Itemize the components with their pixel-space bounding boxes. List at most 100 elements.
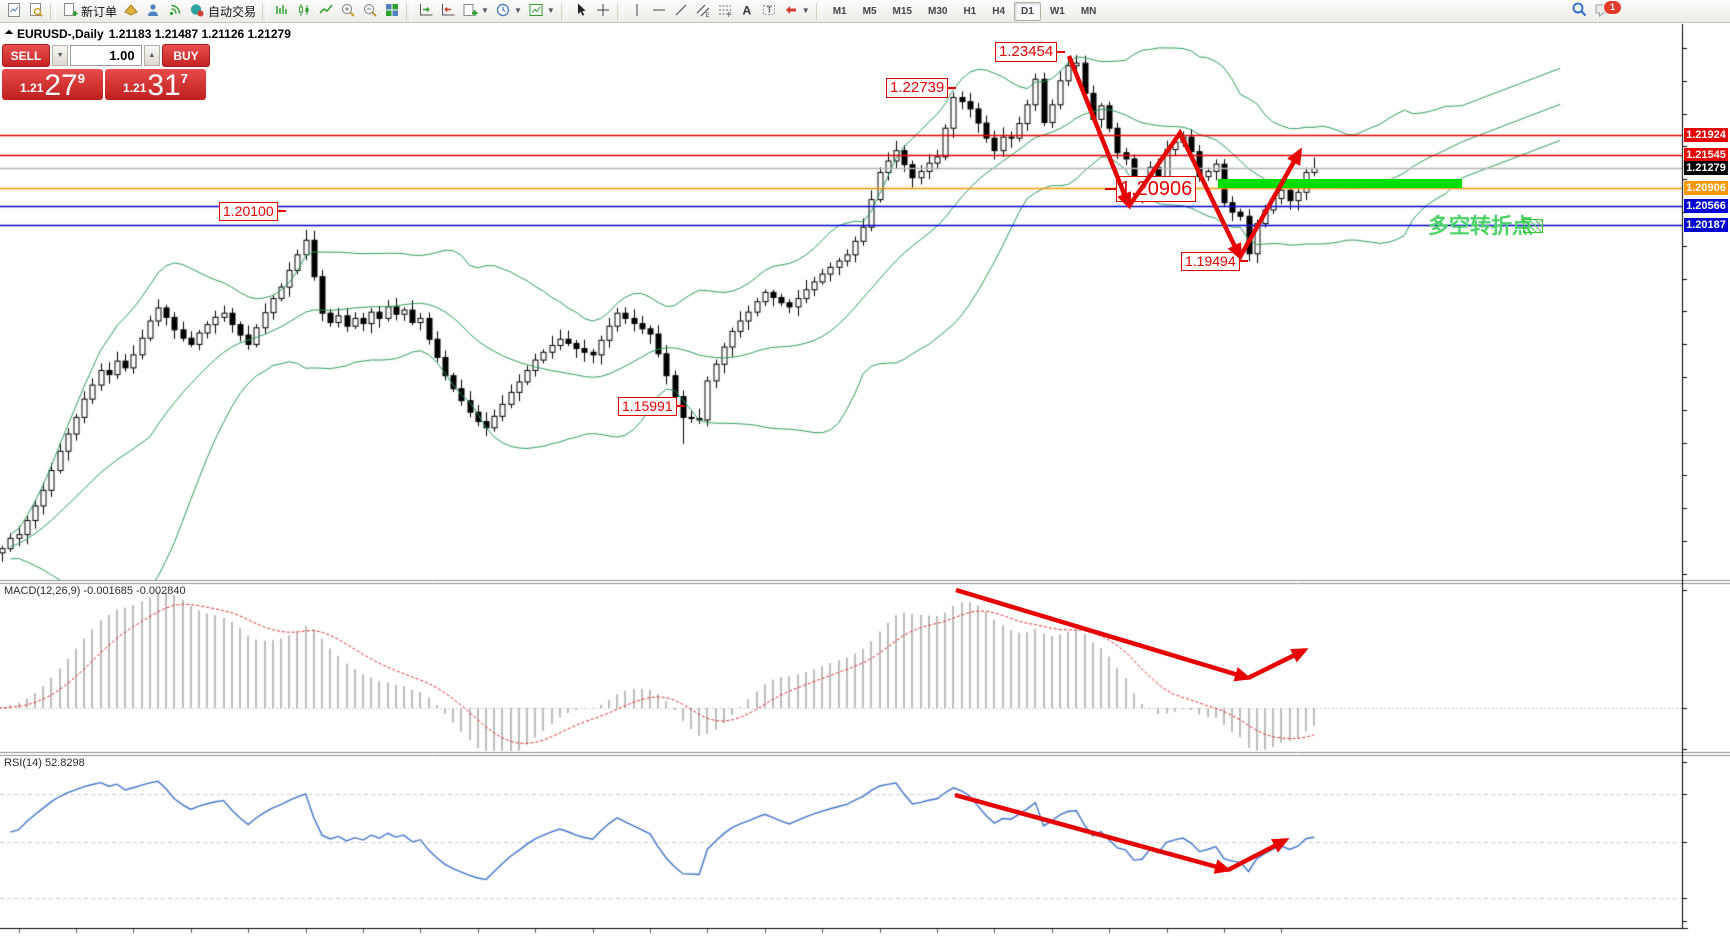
sell-price-display[interactable]: 1.21 27 9: [2, 69, 103, 100]
price-badge: 1.21924: [1684, 127, 1728, 142]
trendline-icon: [673, 2, 689, 21]
search-icon: [1571, 1, 1588, 21]
toolbar-separator: [262, 2, 269, 20]
price-badge: 1.21545: [1684, 147, 1728, 162]
chevron-down-icon: ▼: [56, 52, 64, 59]
bar-chart-icon: [274, 2, 290, 21]
chart-title-row: EURUSD-,Daily 1.21183 1.21487 1.21126 1.…: [4, 27, 291, 41]
zoom-out-button[interactable]: [359, 1, 381, 22]
notification-badge: 1: [1603, 0, 1622, 15]
chart-window-icon: [6, 2, 22, 21]
buy-price-display[interactable]: 1.21 31 7: [105, 69, 206, 100]
signals-button[interactable]: [164, 1, 186, 22]
auto-scroll-button[interactable]: [437, 1, 459, 22]
symbol-period-title: EURUSD-,Daily: [17, 27, 104, 41]
timeframe-group: M1 M5 M15 M30 H1 H4 D1 W1 MN: [825, 1, 1105, 21]
timeframe-button-H1[interactable]: H1: [963, 5, 977, 17]
shapes-tool[interactable]: ▼: [780, 1, 813, 22]
ohlc-values: 1.21183 1.21487 1.21126 1.21279: [108, 27, 291, 41]
price-badge: 1.20566: [1684, 198, 1728, 213]
new-order-button[interactable]: 新订单: [59, 1, 120, 22]
macd-pane-label: MACD(12,26,9) -0.001685 -0.002840: [4, 585, 186, 597]
price-badge: 1.21279: [1684, 161, 1728, 176]
volume-down-button[interactable]: ▼: [52, 45, 69, 66]
timeframe-button-D1[interactable]: D1: [1014, 1, 1041, 21]
template-button[interactable]: ▼: [525, 1, 558, 22]
vertical-line-icon: [629, 2, 645, 21]
macd-values: -0.001685 -0.002840: [83, 585, 186, 597]
buy-price-big: 31: [147, 68, 181, 102]
tile-windows-button[interactable]: [381, 1, 403, 22]
reversal-point-note[interactable]: 多空转折点: [1428, 215, 1533, 238]
zoom-out-icon: [362, 2, 378, 21]
support-zone-highlight[interactable]: [1218, 179, 1462, 188]
buy-button[interactable]: BUY: [162, 44, 210, 67]
chart-shift-icon: [418, 2, 434, 21]
chart-marker-icon: [4, 29, 14, 39]
clock-icon: [495, 2, 511, 21]
add-indicator-button[interactable]: ▼: [459, 1, 492, 22]
zoom-in-button[interactable]: [337, 1, 359, 22]
svg-text:E: E: [705, 13, 709, 18]
line-chart-icon: [318, 2, 334, 21]
vertical-line-tool[interactable]: [626, 1, 648, 22]
community-button[interactable]: [142, 1, 164, 22]
search-button[interactable]: [1568, 1, 1591, 22]
text-label-tool[interactable]: T: [758, 1, 780, 22]
crosshair-icon: [595, 2, 611, 21]
mql-editor-button[interactable]: [120, 1, 142, 22]
svg-text:F: F: [727, 13, 731, 18]
timeframe-button-H4[interactable]: H4: [992, 5, 1006, 17]
timeframe-button-M15[interactable]: M15: [892, 5, 912, 17]
label-connector: [1056, 51, 1066, 53]
chart-shift-button[interactable]: [415, 1, 437, 22]
horizontal-line-tool[interactable]: [648, 1, 670, 22]
magnifier-page-icon: [28, 2, 44, 21]
timeframe-button-M5[interactable]: M5: [862, 5, 877, 17]
auto-trading-button[interactable]: 自动交易: [186, 1, 259, 22]
crosshair-tool-button[interactable]: [592, 1, 614, 22]
toolbar-separator: [50, 2, 56, 20]
bar-chart-mode-button[interactable]: [271, 1, 293, 22]
main-toolbar: 新订单 自动交易 ▼ ▼ ▼ E F A T ▼ M1 M5 M15 M30 H1 H4 D…: [0, 0, 1730, 23]
channel-tool[interactable]: E: [692, 1, 714, 22]
line-chart-mode-button[interactable]: [315, 1, 337, 22]
label-connector: [1238, 260, 1248, 263]
timeframe-button-M1[interactable]: M1: [832, 5, 847, 17]
fibonacci-tool[interactable]: F: [714, 1, 736, 22]
trendline-tool[interactable]: [670, 1, 692, 22]
price-label-1.20100[interactable]: 1.20100: [219, 202, 286, 221]
auto-scroll-icon: [440, 2, 456, 21]
text-tool[interactable]: A: [736, 1, 758, 22]
tile-windows-icon: [384, 2, 400, 21]
chevron-down-icon: ▼: [513, 6, 522, 15]
price-label-1.20906[interactable]: 1.20906: [1105, 176, 1197, 202]
volume-input[interactable]: 1.00: [70, 45, 142, 66]
macd-label: MACD(12,26,9): [4, 585, 81, 597]
timeframe-button-M30[interactable]: M30: [927, 5, 948, 17]
period-button[interactable]: ▼: [492, 1, 525, 22]
svg-text:T: T: [766, 5, 772, 15]
sell-price-small: 1.21: [20, 81, 44, 95]
cursor-tool-button[interactable]: [570, 1, 592, 22]
timeframe-button-W1[interactable]: W1: [1049, 5, 1065, 17]
price-badge: 1.20187: [1684, 218, 1728, 233]
price-label-1.23454[interactable]: 1.23454: [995, 42, 1066, 62]
timeframe-button-MN[interactable]: MN: [1080, 5, 1097, 17]
text-anchor-marker[interactable]: [1523, 219, 1543, 233]
price-label-1.15991[interactable]: 1.15991: [618, 397, 685, 416]
volume-up-button[interactable]: ▲: [143, 45, 160, 66]
rsi-label: RSI(14): [4, 757, 42, 769]
chevron-down-icon: ▼: [801, 6, 810, 15]
price-label-1.22739[interactable]: 1.22739: [886, 78, 957, 98]
market-watch-button[interactable]: [25, 1, 47, 22]
sell-button[interactable]: SELL: [2, 44, 50, 67]
new-chart-button[interactable]: [3, 1, 25, 22]
price-label-1.19494[interactable]: 1.19494: [1181, 252, 1248, 271]
chevron-down-icon: ▼: [546, 6, 555, 15]
notifications-button[interactable]: 1: [1591, 0, 1622, 22]
candle-chart-mode-button[interactable]: [293, 1, 315, 22]
person-icon: [145, 2, 161, 21]
